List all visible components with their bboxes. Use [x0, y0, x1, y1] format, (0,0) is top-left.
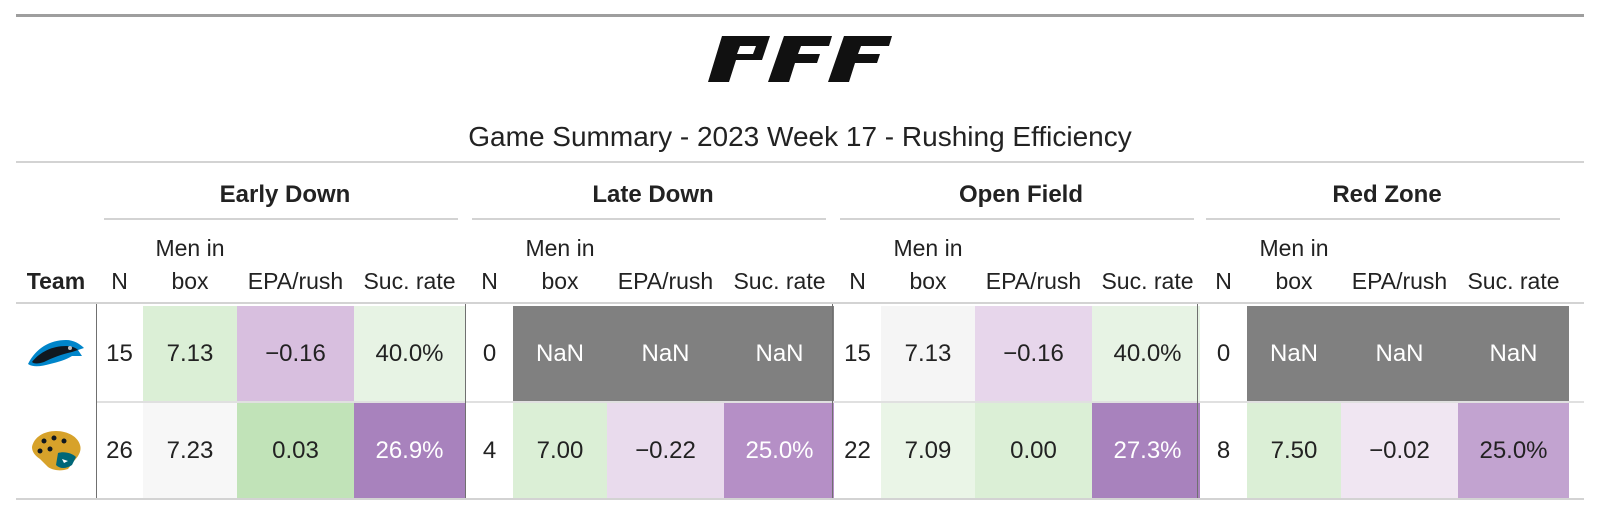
table-cell-n: 15: [834, 306, 881, 401]
table-cell-epa: 0.00: [975, 403, 1092, 498]
title-rule: [16, 161, 1584, 163]
men-in-box-line-1: Men in: [525, 235, 595, 261]
top-rule: [16, 14, 1584, 17]
men-in-box-line-2: box: [1275, 268, 1313, 294]
column-header-team: Team: [26, 268, 86, 294]
column-header-epa: EPA/rush: [985, 268, 1082, 294]
table-cell-n: 26: [96, 403, 143, 498]
men-in-box-line-1: Men in: [1259, 235, 1329, 261]
spanner-underline: [1206, 218, 1560, 220]
row-divider: [96, 401, 1584, 403]
men-in-box-label: Men in box: [525, 232, 594, 298]
column-header-mib: Men in box: [881, 232, 975, 298]
pff-logo: [708, 36, 892, 82]
column-header-suc: Suc. rate: [363, 268, 456, 294]
table-cell-epa: −0.22: [607, 403, 724, 498]
table-cell-epa: NaN: [607, 306, 724, 401]
table-cell-suc: 27.3%: [1092, 403, 1203, 498]
panthers-logo: [28, 339, 84, 366]
team-logo-cell: [16, 403, 96, 498]
table-cell-n: 22: [834, 403, 881, 498]
group-divider: [96, 304, 97, 498]
table-cell-suc: 25.0%: [724, 403, 835, 498]
men-in-box-line-2: box: [909, 268, 947, 294]
table-cell-epa: 0.03: [237, 403, 354, 498]
table-cell-mib: 7.00: [513, 403, 607, 498]
table-cell-mib: 7.13: [143, 306, 237, 401]
table-cell-mib: 7.09: [881, 403, 975, 498]
group-divider: [465, 304, 466, 498]
column-header-epa: EPA/rush: [617, 268, 714, 294]
table-cell-mib: NaN: [1247, 306, 1341, 401]
men-in-box-label: Men in box: [893, 232, 962, 298]
table-cell-n: 8: [1200, 403, 1247, 498]
column-header-n: N: [481, 268, 498, 294]
column-header-mib: Men in box: [513, 232, 607, 298]
table-cell-mib: NaN: [513, 306, 607, 401]
men-in-box-line-2: box: [171, 268, 209, 294]
men-in-box-line-1: Men in: [893, 235, 963, 261]
men-in-box-line-2: box: [541, 268, 579, 294]
column-header-n: N: [1215, 268, 1232, 294]
column-header-suc: Suc. rate: [733, 268, 826, 294]
men-in-box-line-1: Men in: [155, 235, 225, 261]
column-header-epa: EPA/rush: [247, 268, 344, 294]
team-logo-cell: [16, 306, 96, 401]
column-header-suc: Suc. rate: [1467, 268, 1560, 294]
column-header-n: N: [849, 268, 866, 294]
group-divider: [832, 304, 833, 498]
table-cell-suc: NaN: [1458, 306, 1569, 401]
column-header-n: N: [111, 268, 128, 294]
table-cell-epa: NaN: [1341, 306, 1458, 401]
column-header-mib: Men in box: [1247, 232, 1341, 298]
table-cell-epa: −0.02: [1341, 403, 1458, 498]
table-cell-n: 0: [1200, 306, 1247, 401]
header-rule: [16, 302, 1584, 304]
table-cell-mib: 7.13: [881, 306, 975, 401]
bottom-rule: [16, 498, 1584, 500]
column-header-suc: Suc. rate: [1101, 268, 1194, 294]
table-cell-mib: 7.23: [143, 403, 237, 498]
table-cell-epa: −0.16: [975, 306, 1092, 401]
table-cell-suc: NaN: [724, 306, 835, 401]
spanner-underline: [840, 218, 1194, 220]
table-cell-suc: 40.0%: [354, 306, 465, 401]
table-cell-mib: 7.50: [1247, 403, 1341, 498]
men-in-box-label: Men in box: [1259, 232, 1328, 298]
table-cell-suc: 25.0%: [1458, 403, 1569, 498]
table-cell-n: 4: [466, 403, 513, 498]
table-cell-n: 15: [96, 306, 143, 401]
spanner-red-zone: Red Zone: [1332, 181, 1442, 208]
table-cell-n: 0: [466, 306, 513, 401]
column-header-epa: EPA/rush: [1351, 268, 1448, 294]
jaguars-logo: [32, 430, 81, 470]
column-header-mib: Men in box: [143, 232, 237, 298]
spanner-open-field: Open Field: [958, 181, 1083, 208]
group-divider: [1197, 304, 1198, 498]
table-cell-suc: 26.9%: [354, 403, 465, 498]
spanner-underline: [472, 218, 826, 220]
spanner-underline: [104, 218, 458, 220]
table-cell-epa: −0.16: [237, 306, 354, 401]
table-title: Game Summary - 2023 Week 17 - Rushing Ef…: [468, 121, 1132, 152]
spanner-early-down: Early Down: [219, 181, 351, 208]
men-in-box-label: Men in box: [155, 232, 224, 298]
table-cell-suc: 40.0%: [1092, 306, 1203, 401]
spanner-late-down: Late Down: [592, 181, 714, 208]
